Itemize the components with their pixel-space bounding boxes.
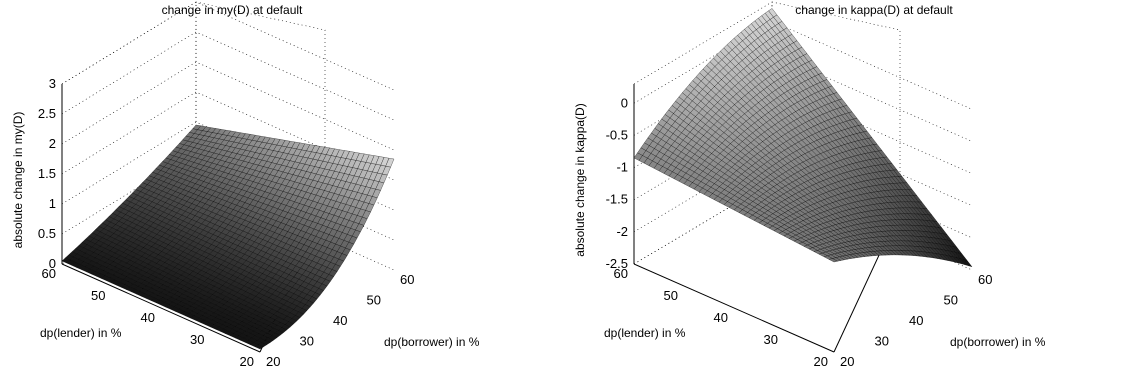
y-tick-label: 20 (240, 354, 254, 369)
z-tick-label: 1 (49, 196, 56, 211)
y-tick-label: 30 (190, 332, 204, 347)
z-axis-label: absolute change in kappa(D) (573, 103, 587, 256)
x-axis-label: dp(borrower) in % (384, 335, 480, 349)
z-tick-label: 0.5 (38, 226, 56, 241)
x-tick-label: 50 (944, 293, 958, 308)
surface-kappa (633, 8, 973, 268)
z-tick-label: 2.5 (38, 106, 56, 121)
y-tick-label: 40 (714, 310, 728, 325)
z-tick-label: 3 (49, 76, 56, 91)
z-gridline (61, 61, 395, 151)
y-tick-label: 30 (764, 332, 778, 347)
chart-title: change in kappa(D) at default (795, 3, 953, 17)
z-axis-label: absolute change in my(D) (11, 112, 25, 249)
z-gridline (61, 31, 395, 121)
x-tick-label: 30 (300, 334, 314, 349)
surface-patch (828, 258, 838, 263)
x-tick-label: 60 (978, 272, 992, 287)
x-tick-label: 40 (333, 313, 347, 328)
y-tick-label: 60 (42, 266, 56, 281)
y-tick-label: 40 (141, 310, 155, 325)
z-tick-label: -1.5 (606, 192, 628, 207)
z-gridline (61, 91, 395, 181)
y-axis-line (633, 263, 835, 353)
y-tick-label: 60 (614, 266, 628, 281)
y-axis-line (61, 263, 261, 353)
z-tick-label: -2.5 (606, 256, 628, 271)
y-axis-label: dp(lender) in % (604, 326, 686, 340)
x-tick-label: 20 (840, 354, 854, 369)
x-tick-label: 50 (367, 293, 381, 308)
z-tick-label: -0.5 (606, 127, 628, 142)
z-tick-label: 0 (49, 256, 56, 271)
y-tick-label: 50 (91, 288, 105, 303)
z-gridline (61, 151, 395, 241)
x-tick-label: 20 (266, 354, 280, 369)
x-tick-label: 40 (909, 313, 923, 328)
x-tick-label: 30 (875, 334, 889, 349)
z-tick-label: -1 (616, 160, 628, 175)
y-tick-label: 20 (814, 354, 828, 369)
z-tick-label: 0 (621, 95, 628, 110)
x-tick-label: 60 (400, 272, 414, 287)
x-axis-label: dp(borrower) in % (950, 335, 1046, 349)
y-axis-label: dp(lender) in % (40, 326, 122, 340)
chart-my: change in my(D) at default 0 0.5 1 1.5 2 2.5 3… (11, 1, 480, 369)
z-gridline (61, 1, 395, 91)
z-tick-label: 2 (49, 136, 56, 151)
z-tick-label: 1.5 (38, 166, 56, 181)
y-tick-label: 50 (664, 288, 678, 303)
chart-kappa: change in kappa(D) at default -2.5 -2 -1.5… (573, 1, 1046, 369)
chart-title: change in my(D) at default (162, 3, 303, 17)
z-tick-label: -2 (616, 224, 628, 239)
z-gridline (61, 121, 395, 211)
surface-patch (254, 344, 264, 350)
surface-my (61, 124, 395, 350)
